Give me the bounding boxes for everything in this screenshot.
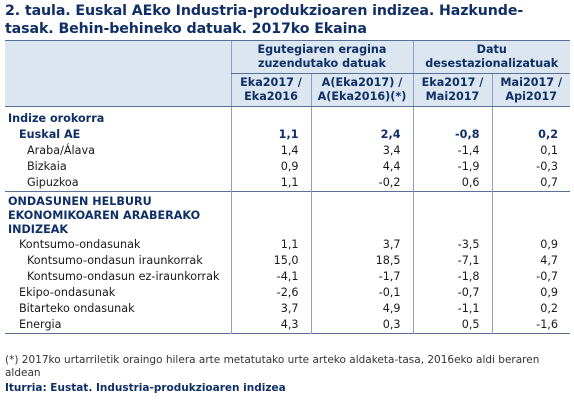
- table-row: Gipuzkoa 1,1 -0,2 0,6 0,7: [5, 175, 570, 192]
- table-row: Bizkaia 0,9 4,4 -1,9 -0,3: [5, 159, 570, 175]
- table-row: Euskal AE 1,1 2,4 -0,8 0,2: [5, 127, 570, 143]
- table-row: Kontsumo-ondasun ez-iraunkorrak -4,1 -1,…: [5, 269, 570, 285]
- header-col-1: Eka2017 / Eka2016: [230, 73, 311, 107]
- header-group-seasonal: Datu desestazionalizatuak: [412, 40, 570, 74]
- footnote: (*) 2017ko urtarriletik oraingo hilera a…: [5, 354, 540, 379]
- header-group-calendar: Egutegiaren eragina zuzendutako datuak: [230, 40, 413, 74]
- table-row: Energia 4,3 0,3 0,5 -1,6: [5, 317, 570, 334]
- data-table: Egutegiaren eragina zuzendutako datuak D…: [5, 40, 570, 334]
- header-col-2: A(Eka2017) / A(Eka2016)(*): [310, 73, 413, 107]
- header-col-4: Mai2017 / Api2017: [491, 73, 570, 107]
- section-economic-purpose: ONDASUNEN HELBURU EKONOMIKOAREN ARABERAK…: [8, 195, 201, 236]
- section-general-index: Indize orokorra: [8, 112, 105, 125]
- table-row: Araba/Álava 1,4 3,4 -1,4 0,1: [5, 143, 570, 159]
- header-blank: [5, 40, 231, 107]
- table-row: Ekipo-ondasunak -2,6 -0,1 -0,7 0,9: [5, 285, 570, 301]
- source-note: Iturria: Eustat. Industria-produkzioaren…: [5, 382, 286, 394]
- table-row: Kontsumo-ondasun iraunkorrak 15,0 18,5 -…: [5, 253, 570, 269]
- table-title: 2. taula. Euskal AEko Industria-produkzi…: [5, 3, 524, 37]
- table-row: Kontsumo-ondasunak 1,1 3,7 -3,5 0,9: [5, 237, 570, 253]
- header-col-3: Eka2017 / Mai2017: [412, 73, 492, 107]
- table-row: Bitarteko ondasunak 3,7 4,9 -1,1 0,2: [5, 301, 570, 317]
